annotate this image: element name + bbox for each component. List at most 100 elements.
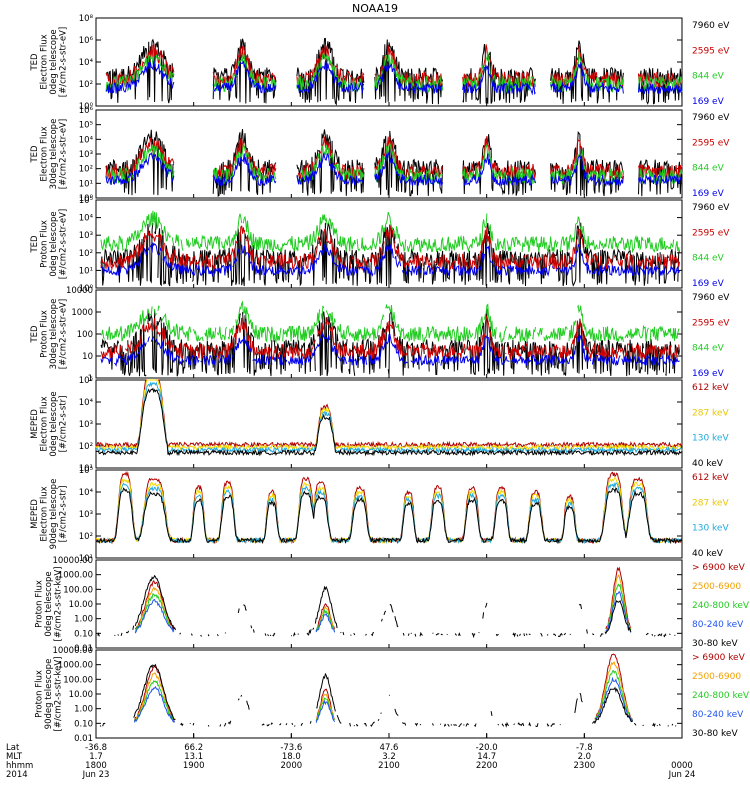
series-line [105,128,683,198]
y-axis-label-line: Electron Flux [39,126,49,181]
legend-entry: > 6900 keV [692,653,746,663]
legend-entry: 169 eV [692,279,725,289]
y-tick-label: 10⁵ [79,376,93,386]
y-axis-label-line: MEPED [30,499,40,529]
series-line [98,576,681,637]
series-line [100,210,680,254]
y-tick-label: 10⁸ [79,14,94,24]
y-axis-label-line: 90deg telescope [49,479,59,550]
x-tick-label: 2100 [378,761,400,771]
panel-8: 0.010.101.0010.00100.001000.0010000.00Pr… [35,646,750,744]
y-tick-label: 10⁵ [79,466,93,476]
legend-entry: 40 keV [692,549,724,559]
x-tick-label: Jun 23 [82,770,110,780]
y-tick-label: 1000 [71,308,93,318]
panel-4: 1 10 100 1000 10000 TED Proton Flux 30deg teles… [30,286,731,384]
y-tick-label: 10¹ [79,179,93,189]
y-tick-label: 10⁰ [79,284,94,294]
legend-entry: 240-800 keV [692,691,750,701]
series-line [134,676,634,724]
y-tick-label: 10⁴ [79,488,94,498]
y-axis-label-line: 0deg telescope [49,29,59,94]
series-line [95,476,683,545]
y-axis-label-line: 0deg telescope [49,211,59,276]
panel-6: 10¹ 10² 10³ 10⁴ 10⁵ MEPED Electron Flux 90deg t… [30,466,730,564]
y-tick-label: 10⁴ [79,214,94,224]
legend-entry: 80-240 keV [692,620,744,630]
y-axis-label-line: 0deg telescope [49,391,59,456]
series-line [100,300,680,344]
x-tick-label: -7.8 [576,743,593,753]
y-axis-label-line: Electron Flux [39,34,49,89]
y-tick-label: 10⁵ [79,196,93,206]
y-axis-label: TED Proton Flux 30deg telescope [#/cm2-s-st… [30,299,69,370]
y-tick-label: 10³ [79,150,93,160]
y-tick-label: 100.00 [63,585,93,595]
legend-entry: 169 eV [692,369,725,379]
series-line [95,487,683,545]
legend-entry: 130 keV [692,434,729,444]
y-axis-label-line: [#/cm2-s-str] [58,396,68,453]
series-line [100,308,680,377]
y-axis-label-line: 30deg telescope [49,299,59,370]
y-axis-label-line: [#/cm2-s-str] [58,486,68,543]
legend-entry: 287 keV [692,408,729,418]
y-tick-label: 10³ [79,231,93,241]
y-tick-label: 10³ [79,510,93,520]
y-tick-label: 0.10 [74,629,93,639]
y-axis-label: Proton Flux 0deg telescope [#/cm2-s-str-ke… [35,567,64,642]
legend-entry: 7960 eV [692,21,730,31]
y-tick-label: 10⁴ [79,58,94,68]
legend-entry: 612 keV [692,473,729,483]
series-line [100,225,680,272]
legend-entry: 2500-6900 [692,672,741,682]
panel-frame [95,649,683,739]
legend-entry: 844 eV [692,344,725,354]
series-line [95,387,683,457]
panel-3: 10⁰ 10¹ 10² 10³ 10⁴ 10⁵ TED Proton Flux 0deg tel… [30,196,731,294]
legend-entry: 7960 eV [692,113,730,123]
legend-entry: 2595 eV [692,46,730,56]
y-axis-label: MEPED Electron Flux 0deg telescope [#/cm2-s… [30,391,69,456]
chart-title: NOAA19 [352,2,398,15]
legend-entry: 2595 eV [692,138,730,148]
y-axis-label-line: Electron Flux [39,486,49,541]
legend-entry: 240-800 keV [692,601,750,611]
y-axis-label-line: [#/cm2-s-str-keV] [54,657,64,732]
y-tick-label: 10² [79,532,93,542]
x-tick-label: 1.7 [89,752,103,762]
y-tick-label: 10⁴ [79,135,94,145]
y-tick-label: 10 [82,352,93,362]
y-axis-label-line: Proton Flux [39,220,49,268]
series-line [134,590,632,634]
y-tick-label: 1.00 [74,615,93,625]
legend-entry: 7960 eV [692,203,730,213]
y-axis-label-line: [#/cm2-s-str-eV] [58,209,68,279]
series-line [100,665,680,727]
y-axis-label-line: [#/cm2-s-str-eV] [58,27,68,97]
x-row-label: Lat [6,743,20,753]
series-line [95,379,683,449]
y-tick-label: 10² [79,80,93,90]
y-tick-label: 1000.00 [58,571,93,581]
y-axis-label-line: TED [30,325,40,344]
x-tick-label: 1800 [85,761,107,771]
legend-entry: 169 eV [692,97,725,107]
x-row-label: 2014 [6,770,28,780]
y-tick-label: 1 [88,374,93,384]
y-tick-label: 10⁰ [79,194,94,204]
y-axis-label-line: 30deg telescope [49,119,59,190]
legend-entry: 844 eV [692,254,725,264]
x-tick-label: 1900 [183,761,205,771]
y-tick-label: 10000.00 [52,646,93,656]
y-axis-label-line: Proton Flux [39,310,49,358]
y-tick-label: 10¹ [79,266,93,276]
legend-entry: 130 keV [692,524,729,534]
y-tick-label: 100.00 [63,675,93,685]
panel-1: 10⁰ 10² 10⁴ 10⁶ 10⁸ TED Electron Flux 0deg tele… [30,14,731,112]
series-line [105,51,683,93]
legend-entry: 612 keV [692,383,729,393]
y-tick-label: 0.01 [74,644,93,654]
